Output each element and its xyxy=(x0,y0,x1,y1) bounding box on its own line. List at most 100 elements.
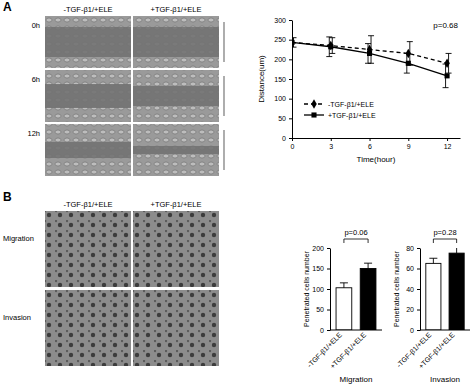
plot-area xyxy=(426,248,464,330)
error-bar xyxy=(340,283,348,288)
column-header: -TGF-β1/+ELE xyxy=(63,200,112,209)
x-tick: +TGF-β1/+ELE xyxy=(329,330,369,371)
marker xyxy=(292,38,295,47)
y-tick-label: 0 xyxy=(320,327,324,334)
y-tick: 80 xyxy=(406,245,420,252)
marker xyxy=(445,73,450,78)
wound-area xyxy=(133,86,219,106)
y-axis-title: Distance(um) xyxy=(257,55,266,103)
panel-label: A xyxy=(3,0,12,14)
y-tick-mark xyxy=(289,118,292,119)
y-tick-label: 300 xyxy=(274,17,286,24)
x-tick-axis: -TGF-β1/+ELE+TGF-β1/+ELE xyxy=(306,330,382,371)
column-header: +TGF-β1/+ELE xyxy=(151,5,202,14)
y-tick-axis: 050100150200 xyxy=(312,245,330,334)
marker xyxy=(292,40,295,45)
figure-container: A-TGF-β1/+ELE+TGF-β1/+ELE0h6h12hB-TGF-β1… xyxy=(0,0,474,385)
y-tick-label: 40 xyxy=(406,286,414,293)
legend-marker xyxy=(311,112,316,117)
y-tick-axis: 050100150200250300 xyxy=(274,17,292,142)
x-axis-title: Migration xyxy=(340,375,373,384)
error-cap xyxy=(365,43,371,44)
x-tick: 12 xyxy=(444,138,452,150)
wound-area xyxy=(133,146,219,154)
y-tick-mark xyxy=(289,138,292,139)
error-bar xyxy=(453,248,461,253)
axis-line xyxy=(293,138,461,139)
micrograph xyxy=(133,16,219,68)
x-axis-title: Invasion xyxy=(430,375,460,384)
error-cap xyxy=(365,63,371,64)
y-tick-mark xyxy=(289,20,292,21)
y-tick-label: 150 xyxy=(274,76,286,83)
bracket xyxy=(344,239,368,243)
y-tick: 300 xyxy=(274,17,292,24)
error-cap xyxy=(443,87,449,88)
error-line xyxy=(343,283,344,288)
row-label: 6h xyxy=(32,75,40,84)
y-tick: 200 xyxy=(312,245,330,252)
y-tick: 200 xyxy=(274,56,292,63)
y-tick-mark xyxy=(289,40,292,41)
y-tick: 60 xyxy=(406,265,420,272)
y-tick-label: 50 xyxy=(278,115,286,122)
x-tick-label: 9 xyxy=(407,143,411,150)
y-tick-label: 50 xyxy=(316,306,324,313)
x-tick-axis: -TGF-β1/+ELE+TGF-β1/+ELE xyxy=(395,330,470,371)
micrograph xyxy=(45,124,131,176)
error-cap xyxy=(446,53,452,54)
bar xyxy=(426,263,441,330)
axis-line xyxy=(420,330,470,331)
x-tick: 0 xyxy=(291,138,295,150)
x-tick-label: 0 xyxy=(291,143,295,150)
marker xyxy=(328,44,333,49)
y-tick: 50 xyxy=(316,306,330,313)
error-line xyxy=(456,248,457,253)
y-tick-mark xyxy=(417,310,420,311)
figure: A-TGF-β1/+ELE+TGF-β1/+ELE0h6h12hB-TGF-β1… xyxy=(0,0,474,385)
scale-bar xyxy=(223,22,224,62)
micrograph xyxy=(133,124,219,176)
error-bar xyxy=(364,263,372,268)
error-cap xyxy=(407,41,413,42)
error-cap xyxy=(340,282,348,283)
x-tick: +TGF-β1/+ELE xyxy=(417,330,457,371)
marker xyxy=(406,61,411,66)
x-tick-mark xyxy=(447,138,448,141)
micrograph xyxy=(45,16,131,68)
x-tick-label: +TGF-β1/+ELE xyxy=(329,331,369,371)
row-label: 0h xyxy=(32,21,40,30)
legend: -TGF-β1/+ELE+TGF-β1/+ELE xyxy=(304,99,376,119)
bar xyxy=(449,253,464,330)
error-cap xyxy=(429,258,437,259)
y-tick: 100 xyxy=(274,95,292,102)
row-label: Invasion xyxy=(3,313,31,322)
plot-area xyxy=(292,36,452,88)
row-label: 12h xyxy=(27,129,40,138)
y-tick-mark xyxy=(289,99,292,100)
error-cap xyxy=(368,35,374,36)
x-tick-mark xyxy=(408,138,409,141)
wound-area xyxy=(45,142,131,158)
legend-label: +TGF-β1/+ELE xyxy=(328,112,376,120)
y-tick: 150 xyxy=(274,76,292,83)
bracket xyxy=(433,239,456,243)
y-tick-label: 0 xyxy=(282,135,286,142)
y-tick: 0 xyxy=(320,327,330,334)
error-cap xyxy=(329,53,335,54)
error-line xyxy=(433,258,434,263)
series-line xyxy=(292,42,447,75)
error-cap xyxy=(443,64,449,65)
y-tick: 40 xyxy=(406,286,420,293)
y-tick-label: 0 xyxy=(410,327,414,334)
x-tick-axis: 036912 xyxy=(291,138,461,150)
micrograph xyxy=(45,70,131,122)
legend-marker xyxy=(311,99,316,108)
axis-line xyxy=(420,249,421,331)
y-axis-title: Penetrated cells number xyxy=(303,250,310,327)
y-tick-label: 60 xyxy=(406,265,414,272)
y-tick: 150 xyxy=(312,265,330,272)
y-tick: 20 xyxy=(406,306,420,313)
y-tick-mark xyxy=(417,330,420,331)
column-header: -TGF-β1/+ELE xyxy=(63,5,112,14)
